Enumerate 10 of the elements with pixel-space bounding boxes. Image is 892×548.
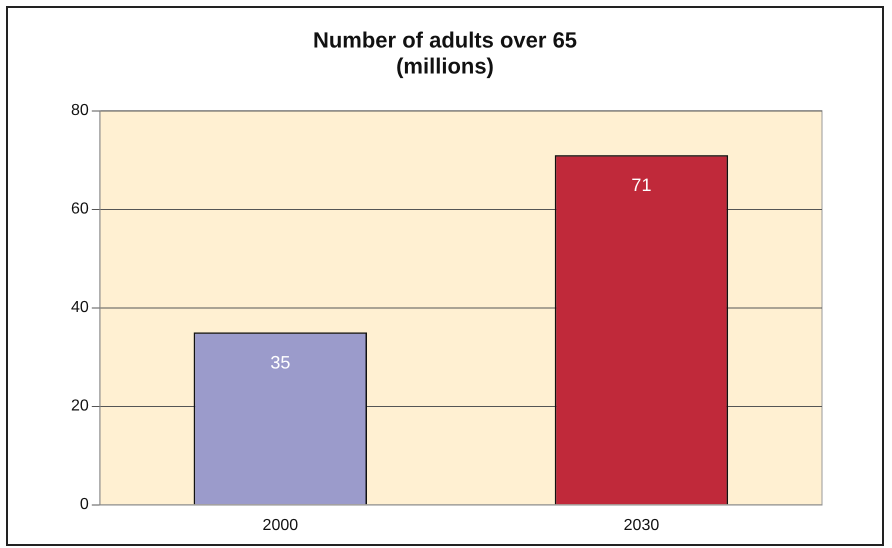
y-tick-label: 60 bbox=[71, 200, 89, 218]
y-tick-label: 40 bbox=[71, 299, 89, 316]
y-tick-label: 20 bbox=[71, 398, 89, 415]
data-label: 71 bbox=[631, 175, 652, 196]
chart-title: Number of adults over 65 (millions) bbox=[312, 27, 578, 79]
y-tick-label: 0 bbox=[80, 496, 89, 514]
y-tick-label: 80 bbox=[71, 102, 89, 120]
x-tick-label: 2030 bbox=[624, 516, 660, 534]
x-tick-label: 2000 bbox=[262, 516, 298, 534]
data-label: 35 bbox=[270, 352, 290, 372]
